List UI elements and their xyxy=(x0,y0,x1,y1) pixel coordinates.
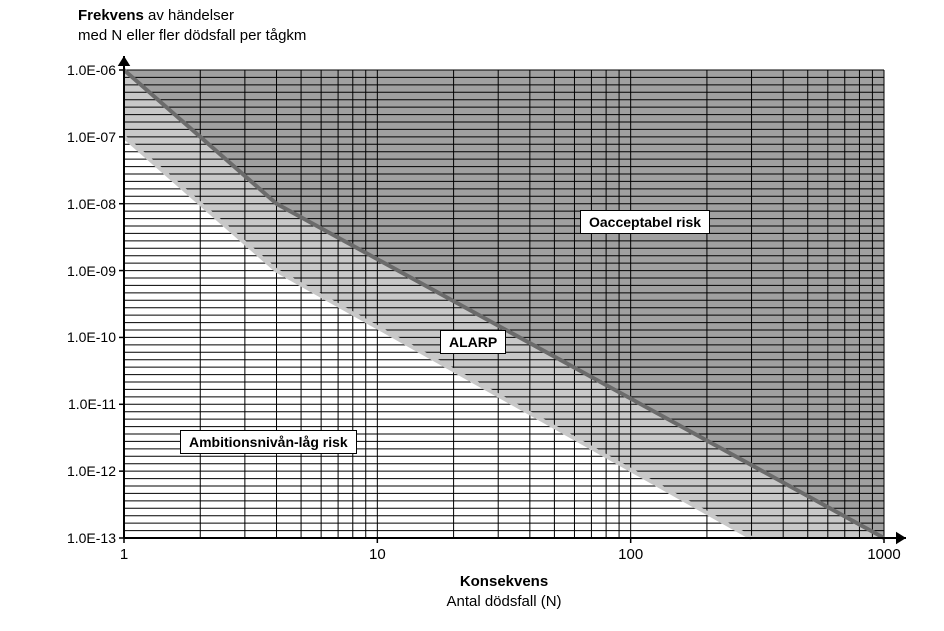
y-tick-label: 1.0E-08 xyxy=(6,196,116,212)
y-tick-label: 1.0E-09 xyxy=(6,263,116,279)
y-tick-label: 1.0E-06 xyxy=(6,62,116,78)
y-tick-label: 1.0E-11 xyxy=(6,396,116,412)
x-tick-label: 10 xyxy=(369,546,386,563)
region-label-alarp: ALARP xyxy=(440,330,506,354)
x-tick-label: 1 xyxy=(120,546,128,563)
x-axis-subtitle: Antal dödsfall (N) xyxy=(446,593,561,610)
risk-chart-svg xyxy=(0,0,944,631)
x-tick-label: 100 xyxy=(618,546,643,563)
x-axis-title-bold: Konsekvens xyxy=(460,573,548,590)
y-tick-label: 1.0E-12 xyxy=(6,463,116,479)
chart-container: Frekvens av händelser med N eller fler d… xyxy=(0,0,944,631)
x-tick-label: 1000 xyxy=(867,546,900,563)
region-label-low: Ambitionsnivån-låg risk xyxy=(180,430,357,454)
x-axis-title: Konsekvens Antal dödsfall (N) xyxy=(354,572,654,611)
y-tick-label: 1.0E-13 xyxy=(6,530,116,546)
y-tick-label: 1.0E-07 xyxy=(6,129,116,145)
y-tick-label: 1.0E-10 xyxy=(6,329,116,345)
region-label-unacceptable: Oacceptabel risk xyxy=(580,210,710,234)
